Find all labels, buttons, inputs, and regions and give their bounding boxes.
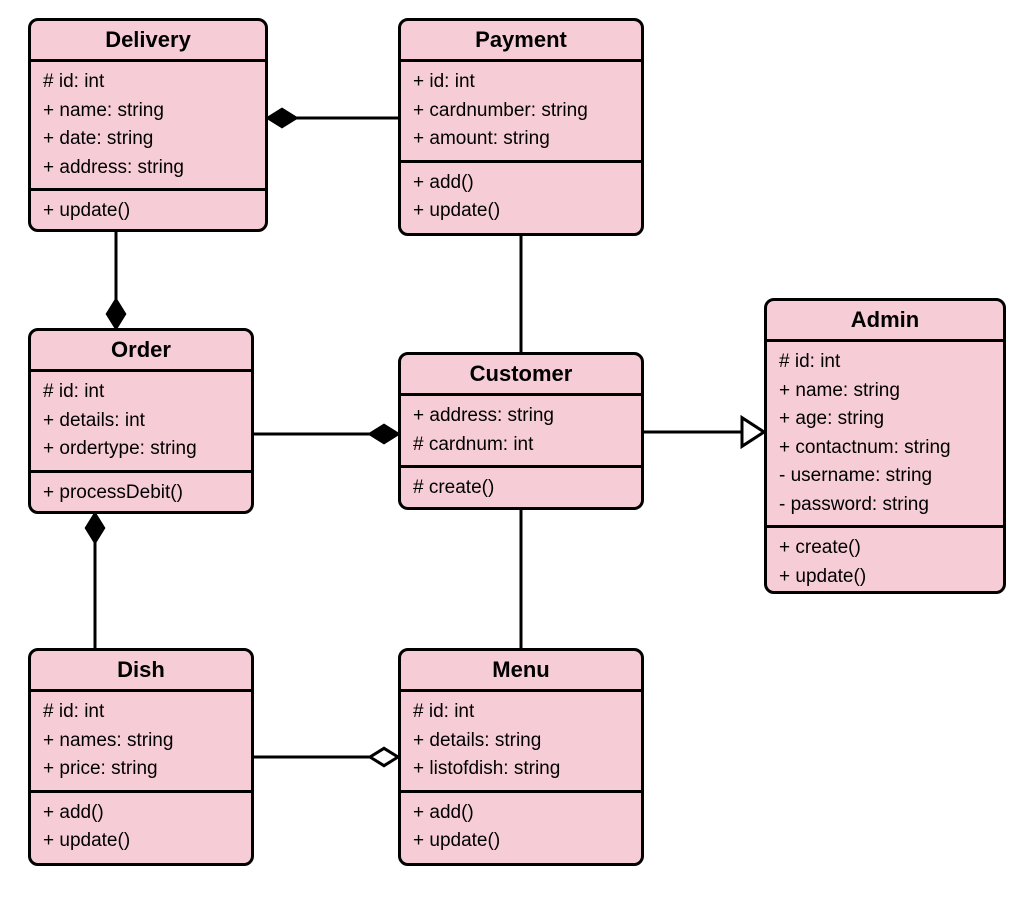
class-title: Admin: [767, 301, 1003, 342]
attribute-line: + contactnum: string: [779, 434, 991, 463]
attribute-line: # id: int: [43, 378, 239, 407]
class-admin: Admin# id: int+ name: string+ age: strin…: [764, 298, 1006, 594]
method-line: + processDebit(): [43, 479, 239, 508]
attribute-line: + age: string: [779, 405, 991, 434]
attribute-line: + ordertype: string: [43, 435, 239, 464]
attribute-line: # cardnum: int: [413, 431, 629, 460]
method-line: + add(): [43, 799, 239, 828]
method-line: + update(): [779, 563, 991, 592]
attribute-line: - password: string: [779, 491, 991, 520]
method-line: + add(): [413, 169, 629, 198]
edge-delivery-payment: [268, 109, 398, 126]
attribute-line: + details: string: [413, 727, 629, 756]
attribute-line: # id: int: [779, 348, 991, 377]
class-payment: Payment+ id: int+ cardnumber: string+ am…: [398, 18, 644, 236]
class-title: Payment: [401, 21, 641, 62]
class-title: Delivery: [31, 21, 265, 62]
attribute-line: + address: string: [413, 402, 629, 431]
class-customer: Customer+ address: string# cardnum: int#…: [398, 352, 644, 510]
method-line: + update(): [413, 827, 629, 856]
class-attributes: # id: int+ details: int+ ordertype: stri…: [31, 372, 251, 470]
attribute-line: + listofdish: string: [413, 755, 629, 784]
method-line: + update(): [43, 827, 239, 856]
class-methods: + add()+ update(): [401, 160, 641, 232]
attribute-line: + id: int: [413, 68, 629, 97]
attribute-line: + names: string: [43, 727, 239, 756]
method-line: + update(): [413, 197, 629, 226]
attribute-line: + price: string: [43, 755, 239, 784]
method-line: + add(): [413, 799, 629, 828]
attribute-line: # id: int: [43, 68, 253, 97]
class-methods: + add()+ update(): [31, 790, 251, 862]
class-delivery: Delivery# id: int+ name: string+ date: s…: [28, 18, 268, 232]
class-methods: + processDebit(): [31, 470, 251, 514]
class-methods: + update(): [31, 188, 265, 232]
attribute-line: + cardnumber: string: [413, 97, 629, 126]
edge-customer-admin: [644, 418, 764, 447]
class-methods: + add()+ update(): [401, 790, 641, 862]
edge-order-dish: [86, 514, 103, 648]
attribute-line: # id: int: [43, 698, 239, 727]
class-attributes: + id: int+ cardnumber: string+ amount: s…: [401, 62, 641, 160]
class-attributes: + address: string# cardnum: int: [401, 396, 641, 465]
class-menu: Menu# id: int+ details: string+ listofdi…: [398, 648, 644, 866]
class-attributes: # id: int+ name: string+ age: string+ co…: [767, 342, 1003, 525]
attribute-line: # id: int: [413, 698, 629, 727]
class-methods: # create(): [401, 465, 641, 509]
class-order: Order# id: int+ details: int+ ordertype:…: [28, 328, 254, 514]
attribute-line: + address: string: [43, 154, 253, 183]
class-title: Dish: [31, 651, 251, 692]
attribute-line: - username: string: [779, 462, 991, 491]
attribute-line: + amount: string: [413, 125, 629, 154]
class-attributes: # id: int+ names: string+ price: string: [31, 692, 251, 790]
class-attributes: # id: int+ details: string+ listofdish: …: [401, 692, 641, 790]
edge-order-delivery: [107, 232, 124, 328]
method-line: # create(): [413, 474, 629, 503]
attribute-line: + name: string: [779, 377, 991, 406]
method-line: + update(): [43, 197, 253, 226]
class-title: Menu: [401, 651, 641, 692]
class-dish: Dish# id: int+ names: string+ price: str…: [28, 648, 254, 866]
class-methods: + create()+ update(): [767, 525, 1003, 594]
class-title: Order: [31, 331, 251, 372]
edge-dish-menu: [254, 748, 398, 765]
edge-order-customer: [254, 425, 398, 442]
method-line: + create(): [779, 534, 991, 563]
attribute-line: + name: string: [43, 97, 253, 126]
class-title: Customer: [401, 355, 641, 396]
attribute-line: + date: string: [43, 125, 253, 154]
class-attributes: # id: int+ name: string+ date: string+ a…: [31, 62, 265, 188]
attribute-line: + details: int: [43, 407, 239, 436]
